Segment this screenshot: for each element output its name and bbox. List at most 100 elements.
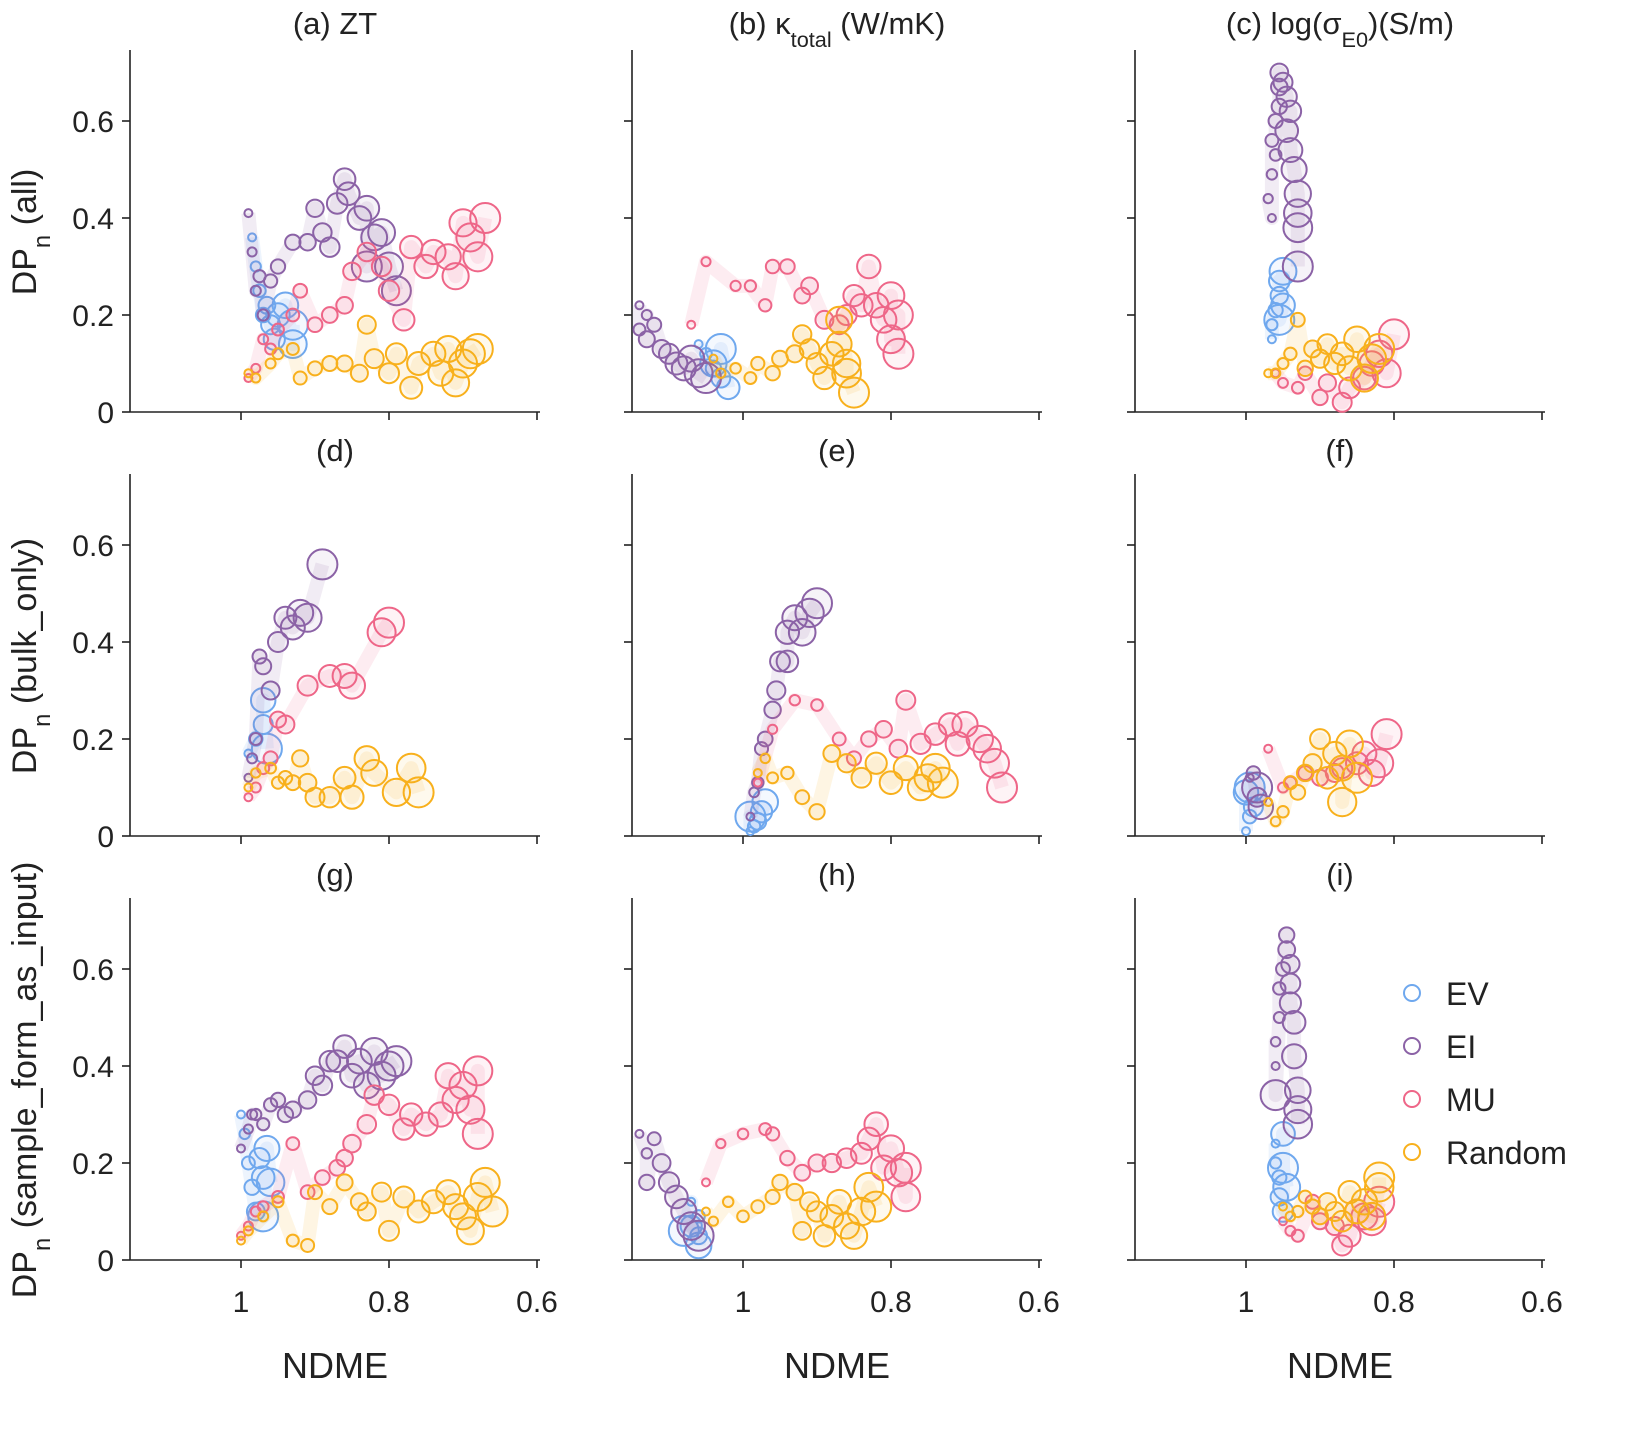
series-random [243, 314, 494, 400]
x-axis-label: NDME [784, 1345, 890, 1386]
data-point-ei [756, 730, 774, 748]
data-point-random [1363, 1161, 1396, 1194]
data-point-random [1269, 367, 1282, 379]
x-axis-label: NDME [1287, 1345, 1393, 1386]
data-point-ev [236, 1109, 246, 1120]
legend-marker-mu [1403, 1090, 1421, 1108]
data-point-ev [1269, 1156, 1283, 1170]
data-point-ei [380, 1045, 413, 1078]
data-point-random [920, 752, 951, 784]
data-point-mu [882, 299, 914, 331]
data-point-ei [1274, 118, 1300, 144]
series-mu [751, 689, 1018, 804]
y-axis-label-text: DP [6, 1251, 44, 1298]
series-ev [1263, 256, 1298, 345]
data-point-ev [255, 1167, 286, 1198]
data-point-mu [860, 730, 878, 748]
data-point-ei [380, 275, 412, 307]
series-mu [242, 202, 502, 384]
data-point-mu [1277, 376, 1289, 389]
data-point-ei [1278, 991, 1303, 1015]
data-point-ei [1277, 137, 1304, 164]
data-point-mu [317, 663, 342, 688]
data-point-ei [319, 236, 341, 258]
confidence-band [707, 312, 861, 396]
data-point-mu [849, 293, 874, 318]
data-point-random [371, 1181, 393, 1203]
data-point-ei [267, 631, 289, 653]
data-point-random [1311, 1207, 1329, 1226]
data-point-ei [634, 300, 645, 311]
data-point-random [766, 771, 780, 785]
panel-title: (d) [316, 433, 354, 468]
data-point-mu [951, 710, 979, 739]
data-point-mu [890, 1181, 922, 1213]
y-axis-label: DPn (sample_form_as_input) [6, 862, 56, 1299]
data-point-random [1315, 766, 1340, 790]
data-point-mu [455, 1094, 486, 1125]
x-tick-label: 1 [1238, 1286, 1255, 1319]
series-ei [632, 1128, 715, 1252]
data-point-ev [1263, 303, 1296, 336]
panel-title-text: (c) log(σ [1226, 6, 1342, 41]
data-point-mu [766, 723, 779, 735]
data-point-random [461, 332, 494, 365]
data-point-mu [441, 1085, 470, 1115]
data-point-mu [764, 258, 781, 275]
data-point-mu [863, 1111, 889, 1137]
data-point-ei [634, 1128, 645, 1139]
x-tick-label: 1 [233, 1286, 250, 1319]
data-point-random [271, 347, 285, 361]
series-mu [699, 1111, 922, 1213]
data-point-random [1291, 1204, 1305, 1219]
data-point-ev [1268, 269, 1291, 293]
confidence-band [1261, 65, 1305, 267]
data-point-random [1349, 363, 1379, 393]
series-ev [234, 1109, 286, 1233]
data-point-random [395, 752, 427, 784]
data-point-random [271, 1195, 285, 1209]
series-mu [242, 606, 405, 803]
data-point-random [291, 749, 310, 768]
data-point-ei [1262, 192, 1274, 205]
data-point-random [715, 367, 727, 379]
data-point-random [318, 786, 341, 809]
data-point-mu [972, 733, 1002, 764]
data-point-mu [779, 1149, 796, 1167]
legend-label: Random [1446, 1135, 1567, 1171]
data-point-ei [306, 548, 339, 581]
data-point-ev [240, 1155, 256, 1171]
data-point-random [307, 1184, 323, 1201]
data-point-ei [1279, 972, 1302, 995]
data-point-random [794, 789, 811, 806]
data-point-random [363, 348, 385, 370]
data-point-mu [807, 1153, 827, 1173]
data-point-ei [1281, 250, 1314, 283]
data-point-ei [1280, 954, 1301, 975]
data-point-mu [275, 714, 296, 735]
data-point-mu [788, 693, 802, 707]
y-axis-label-text: DP [6, 727, 44, 774]
data-point-random [1263, 797, 1274, 808]
legend: EV EI MU Random [1403, 976, 1567, 1171]
data-point-random [1343, 325, 1371, 354]
data-point-ei [297, 1090, 318, 1110]
data-point-random [1341, 761, 1373, 794]
confidence-band [751, 693, 1009, 790]
data-point-random [1327, 786, 1358, 818]
data-point-mu [831, 731, 847, 747]
x-tick-label: 0.6 [1018, 1286, 1060, 1319]
data-point-random [307, 360, 323, 377]
data-point-random [1276, 805, 1290, 819]
data-point-mu [335, 295, 354, 315]
data-point-random [250, 372, 262, 384]
legend-label: EI [1446, 1029, 1476, 1065]
x-tick-label: 0.8 [870, 1286, 912, 1319]
x-tick-label: 1 [735, 1286, 752, 1319]
panel-title: (f) [1325, 433, 1354, 468]
panel-d: 0 0.2 0.4 0.6 (d) [72, 433, 540, 854]
data-point-ei [769, 650, 791, 673]
y-axis-label-subscript: n [29, 714, 56, 727]
series-ei [1259, 926, 1314, 1140]
data-point-random [1289, 783, 1307, 801]
